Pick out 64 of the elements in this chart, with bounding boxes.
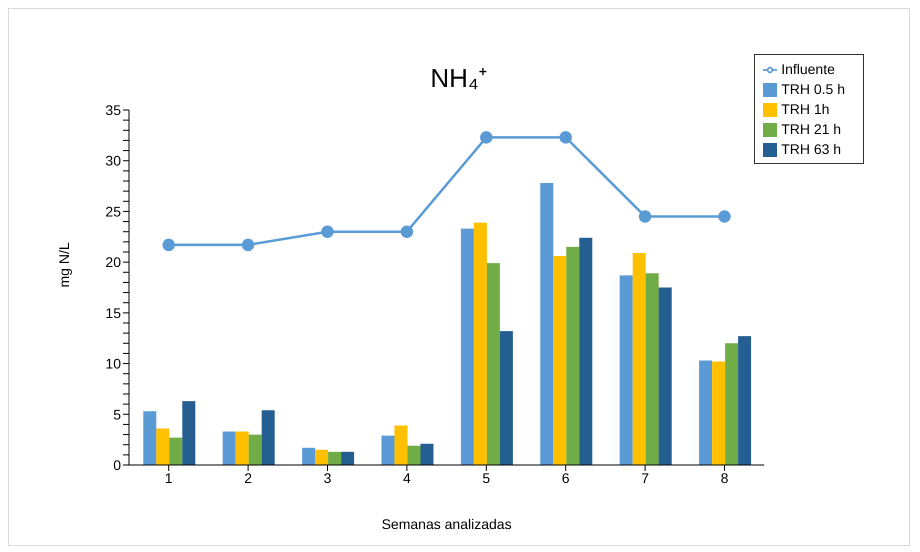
y-tick-label: 20 [105,254,122,270]
bar [328,452,342,465]
y-tick-label: 0 [113,456,122,473]
point [321,225,334,238]
legend-label: TRH 0.5 h [781,81,845,97]
x-tick-label: 4 [402,470,411,486]
bar [262,410,275,465]
y-tick-label: 15 [105,304,122,321]
bar [143,411,156,465]
bar [500,331,513,465]
x-tick-label: 6 [562,470,570,486]
bar [699,360,712,465]
x-tick-label: 7 [641,470,650,486]
bar [712,362,726,465]
bar [646,273,659,465]
bar [236,432,249,465]
chart-title: NH₄⁺ [430,63,488,93]
bar [169,438,182,465]
bar [407,446,420,465]
x-tick-label: 1 [164,470,173,486]
point [162,238,175,252]
bar [579,238,592,465]
legend-label: TRH 21 h [781,121,842,137]
bar [222,432,236,465]
point [638,210,652,223]
bar [302,448,316,465]
bar [315,450,328,465]
point [480,131,493,144]
bar [658,288,672,465]
bar [632,253,646,465]
y-tick-label: 10 [105,356,122,372]
bar [540,183,554,465]
legend-label: Influente [781,61,835,77]
y-tick-label: 25 [105,203,122,220]
bar [566,246,580,465]
bar [486,263,500,465]
bar [420,444,434,465]
x-axis-title: Semanas analizadas [382,516,512,532]
bar [460,228,474,465]
y-tick-label: 30 [105,152,122,169]
point [400,225,414,238]
bar [553,256,566,465]
x-tick-label: 5 [482,470,490,486]
bar [738,336,752,465]
bar [381,436,394,465]
point [718,210,731,223]
bar [394,425,408,465]
y-axis-title: mg N/L [56,242,72,288]
legend-label: TRH 63 h [781,141,842,157]
bar [182,401,196,465]
legend-label: TRH 1h [781,101,830,117]
bar [341,452,354,465]
bar [725,343,738,465]
bar [248,434,262,465]
y-tick-label: 5 [113,406,122,422]
point [242,238,254,252]
bar [156,428,170,465]
point [559,131,572,144]
x-tick-label: 8 [720,470,729,486]
x-tick-label: 3 [324,470,332,486]
x-tick-label: 2 [244,470,252,486]
y-tick-label: 35 [105,102,122,118]
bar [474,222,487,465]
bar [620,275,633,465]
